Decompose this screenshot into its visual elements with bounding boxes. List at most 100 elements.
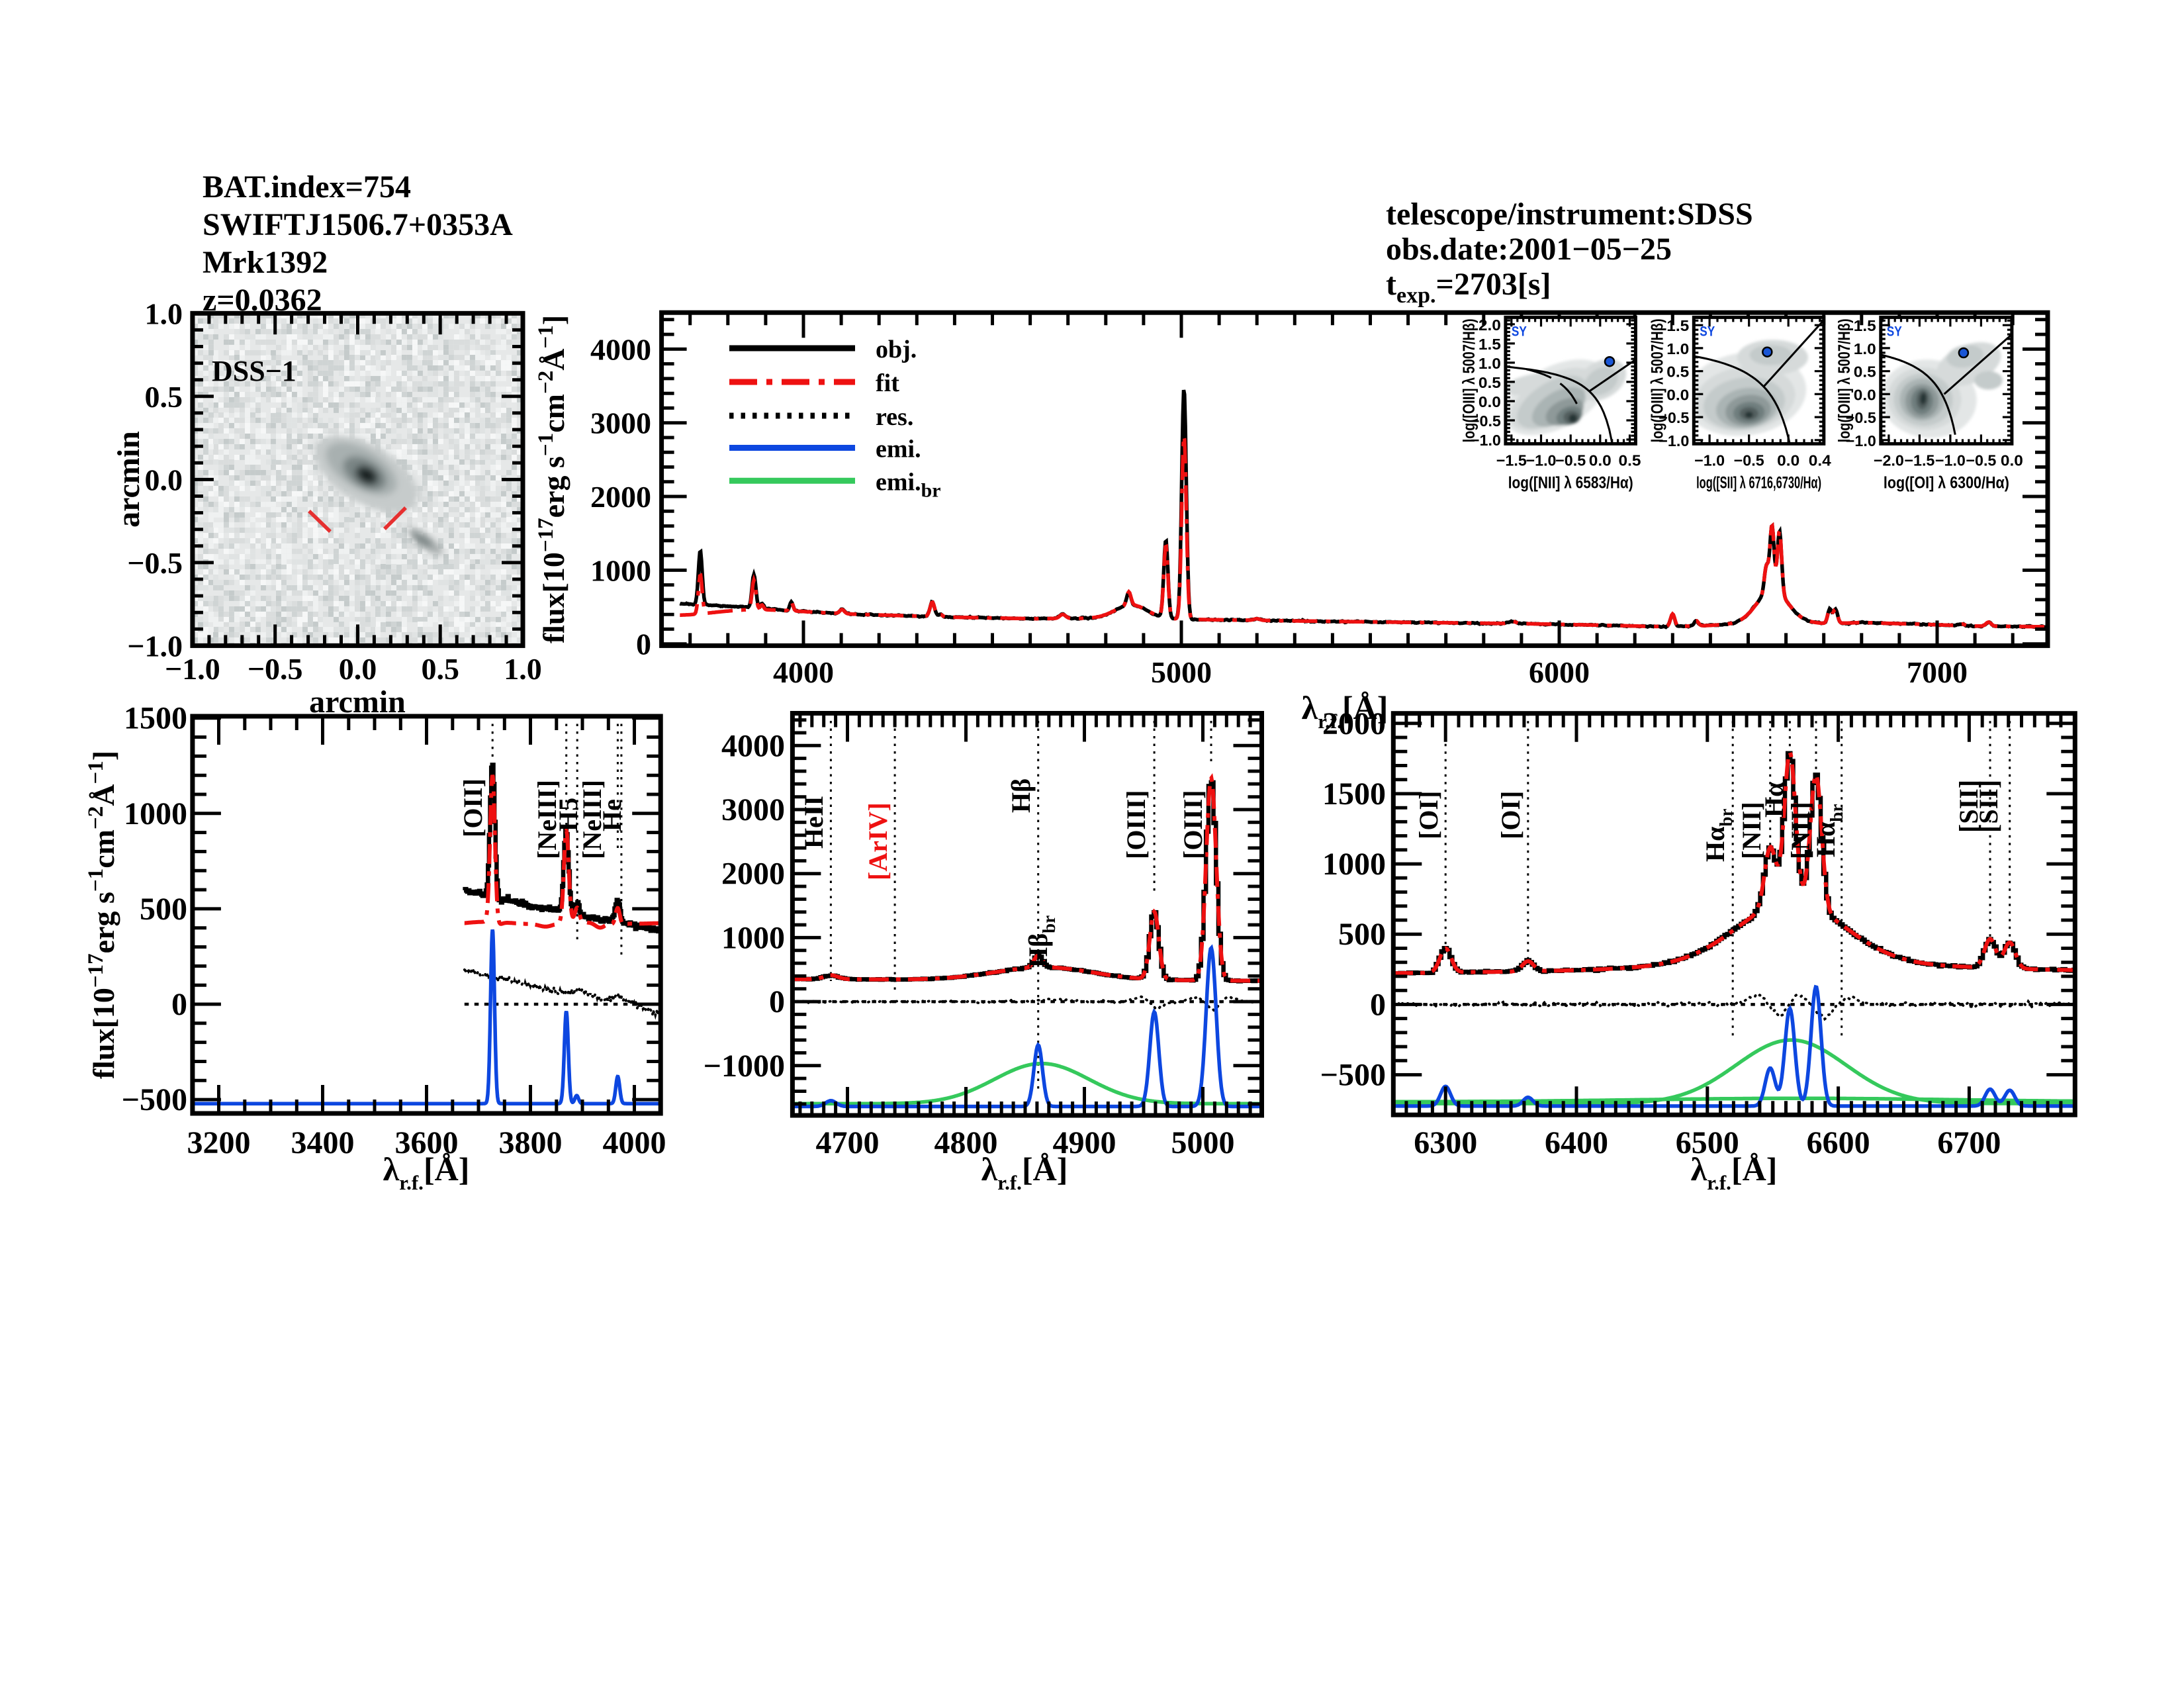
svg-text:λr.f.[Å]: λr.f.[Å]	[981, 1150, 1068, 1194]
svg-text:1.0: 1.0	[1479, 355, 1501, 372]
svg-text:0: 0	[1370, 987, 1386, 1022]
svg-text:[NeIII]: [NeIII]	[577, 780, 607, 859]
svg-text:−0.5: −0.5	[127, 546, 183, 580]
svg-text:[OIII]: [OIII]	[1121, 790, 1151, 859]
svg-text:emi.: emi.	[876, 436, 921, 463]
svg-text:3600: 3600	[395, 1125, 459, 1160]
svg-text:−1.0: −1.0	[1471, 432, 1501, 449]
svg-text:1500: 1500	[1322, 776, 1386, 812]
svg-text:H5: H5	[553, 798, 583, 831]
svg-text:0.5: 0.5	[1619, 451, 1641, 469]
svg-text:res.: res.	[876, 403, 913, 431]
svg-text:3200: 3200	[187, 1125, 251, 1160]
svg-text:BAT.index=754: BAT.index=754	[203, 169, 411, 205]
svg-text:−1.0: −1.0	[1526, 451, 1557, 469]
svg-text:6300: 6300	[1414, 1125, 1477, 1160]
svg-text:6000: 6000	[1529, 655, 1590, 689]
svg-text:2000: 2000	[590, 480, 651, 514]
svg-text:1000: 1000	[590, 553, 651, 587]
svg-text:0.0: 0.0	[1666, 386, 1689, 403]
svg-text:He: He	[597, 799, 627, 831]
svg-text:0.0: 0.0	[1777, 451, 1799, 469]
svg-text:−0.5: −0.5	[1966, 451, 1996, 469]
svg-text:0: 0	[636, 628, 651, 661]
svg-text:0.5: 0.5	[1854, 363, 1876, 381]
svg-text:[SII]: [SII]	[1974, 780, 2003, 833]
svg-text:λr.f.[Å]: λr.f.[Å]	[383, 1150, 470, 1194]
svg-text:500: 500	[140, 892, 187, 927]
svg-text:−1.0: −1.0	[127, 629, 183, 663]
svg-text:4900: 4900	[1053, 1125, 1116, 1160]
svg-text:−0.5: −0.5	[1734, 451, 1764, 469]
svg-text:−1.0: −1.0	[1935, 451, 1966, 469]
svg-text:log([OI] λ 6300/Hα): log([OI] λ 6300/Hα)	[1884, 473, 2009, 492]
svg-text:HeII: HeII	[799, 796, 829, 849]
svg-text:[NII]: [NII]	[1786, 802, 1815, 859]
svg-text:λr.f.[Å]: λr.f.[Å]	[1691, 1150, 1778, 1194]
svg-text:log([OIII] λ 5007/Hβ): log([OIII] λ 5007/Hβ)	[1835, 318, 1854, 442]
svg-text:texp.=2703[s]: texp.=2703[s]	[1386, 267, 1551, 308]
svg-text:0: 0	[769, 984, 785, 1019]
svg-text:−0.5: −0.5	[1659, 409, 1689, 426]
svg-text:6600: 6600	[1807, 1125, 1870, 1160]
svg-text:λr.f.[Å]: λr.f.[Å]	[1302, 689, 1388, 733]
svg-text:z=0.0362: z=0.0362	[203, 283, 322, 318]
svg-text:Hα: Hα	[1759, 782, 1789, 818]
svg-text:−2.0: −2.0	[1874, 451, 1904, 469]
svg-text:−1.5: −1.5	[1496, 451, 1527, 469]
svg-text:3400: 3400	[291, 1125, 355, 1160]
svg-text:[OI]: [OI]	[1496, 791, 1525, 839]
svg-text:arcmin: arcmin	[111, 431, 146, 528]
svg-text:log([NII] λ 6583/Hα): log([NII] λ 6583/Hα)	[1508, 473, 1633, 492]
svg-text:4000: 4000	[603, 1125, 666, 1160]
svg-text:0.0: 0.0	[1479, 393, 1501, 410]
svg-text:[SII]: [SII]	[1954, 780, 1983, 833]
svg-text:1000: 1000	[124, 796, 187, 831]
svg-text:4000: 4000	[721, 728, 785, 763]
svg-text:4000: 4000	[590, 332, 651, 366]
svg-text:3000: 3000	[590, 406, 651, 440]
svg-text:−500: −500	[122, 1082, 187, 1117]
svg-text:1.5: 1.5	[1666, 317, 1689, 334]
svg-text:SWIFTJ1506.7+0353A: SWIFTJ1506.7+0353A	[203, 207, 513, 242]
svg-text:0.4: 0.4	[1809, 451, 1831, 469]
svg-text:1.5: 1.5	[1854, 317, 1876, 334]
svg-text:log([SII] λ 6716,6730/Hα): log([SII] λ 6716,6730/Hα)	[1696, 473, 1821, 492]
svg-text:0.5: 0.5	[145, 380, 183, 414]
svg-text:4800: 4800	[934, 1125, 998, 1160]
svg-text:6400: 6400	[1545, 1125, 1608, 1160]
svg-text:0.0: 0.0	[145, 463, 183, 496]
svg-text:[OI]: [OI]	[1414, 791, 1443, 839]
svg-text:−1000: −1000	[704, 1049, 785, 1084]
svg-text:[ArIV]: [ArIV]	[863, 802, 893, 880]
svg-text:Hβ: Hβ	[1006, 778, 1036, 813]
svg-text:1500: 1500	[124, 701, 187, 736]
svg-text:−1.0: −1.0	[1694, 451, 1725, 469]
svg-text:−0.5: −0.5	[1846, 409, 1876, 426]
svg-text:1.5: 1.5	[1479, 336, 1501, 353]
svg-text:DSS−1: DSS−1	[212, 355, 296, 387]
svg-text:−0.5: −0.5	[248, 652, 303, 686]
svg-text:6500: 6500	[1676, 1125, 1739, 1160]
svg-text:4000: 4000	[773, 655, 834, 689]
svg-text:log([OIII] λ 5007/Hβ): log([OIII] λ 5007/Hβ)	[1460, 318, 1479, 442]
svg-text:5000: 5000	[1151, 655, 1212, 689]
svg-text:obj.: obj.	[876, 336, 917, 363]
svg-text:[NII]: [NII]	[1737, 802, 1766, 859]
svg-text:SY: SY	[1512, 324, 1527, 339]
svg-text:[NeIII]: [NeIII]	[532, 780, 562, 859]
svg-text:3800: 3800	[499, 1125, 563, 1160]
svg-text:−500: −500	[1320, 1058, 1386, 1093]
svg-text:500: 500	[1338, 917, 1386, 952]
svg-text:2.0: 2.0	[1479, 316, 1501, 334]
svg-text:−1.0: −1.0	[1846, 432, 1876, 449]
svg-text:0.0: 0.0	[2001, 451, 2023, 469]
svg-text:−0.5: −0.5	[1555, 451, 1586, 469]
svg-text:−0.5: −0.5	[1471, 412, 1501, 430]
svg-text:[OII]: [OII]	[458, 778, 488, 837]
svg-text:7000: 7000	[1907, 655, 1968, 689]
svg-text:0.0: 0.0	[339, 652, 377, 686]
svg-text:−1.0: −1.0	[1659, 432, 1689, 449]
svg-text:flux[10−17erg s−1cm−2Å−1]: flux[10−17erg s−1cm−2Å−1]	[534, 315, 570, 643]
svg-text:0.5: 0.5	[1479, 374, 1501, 391]
